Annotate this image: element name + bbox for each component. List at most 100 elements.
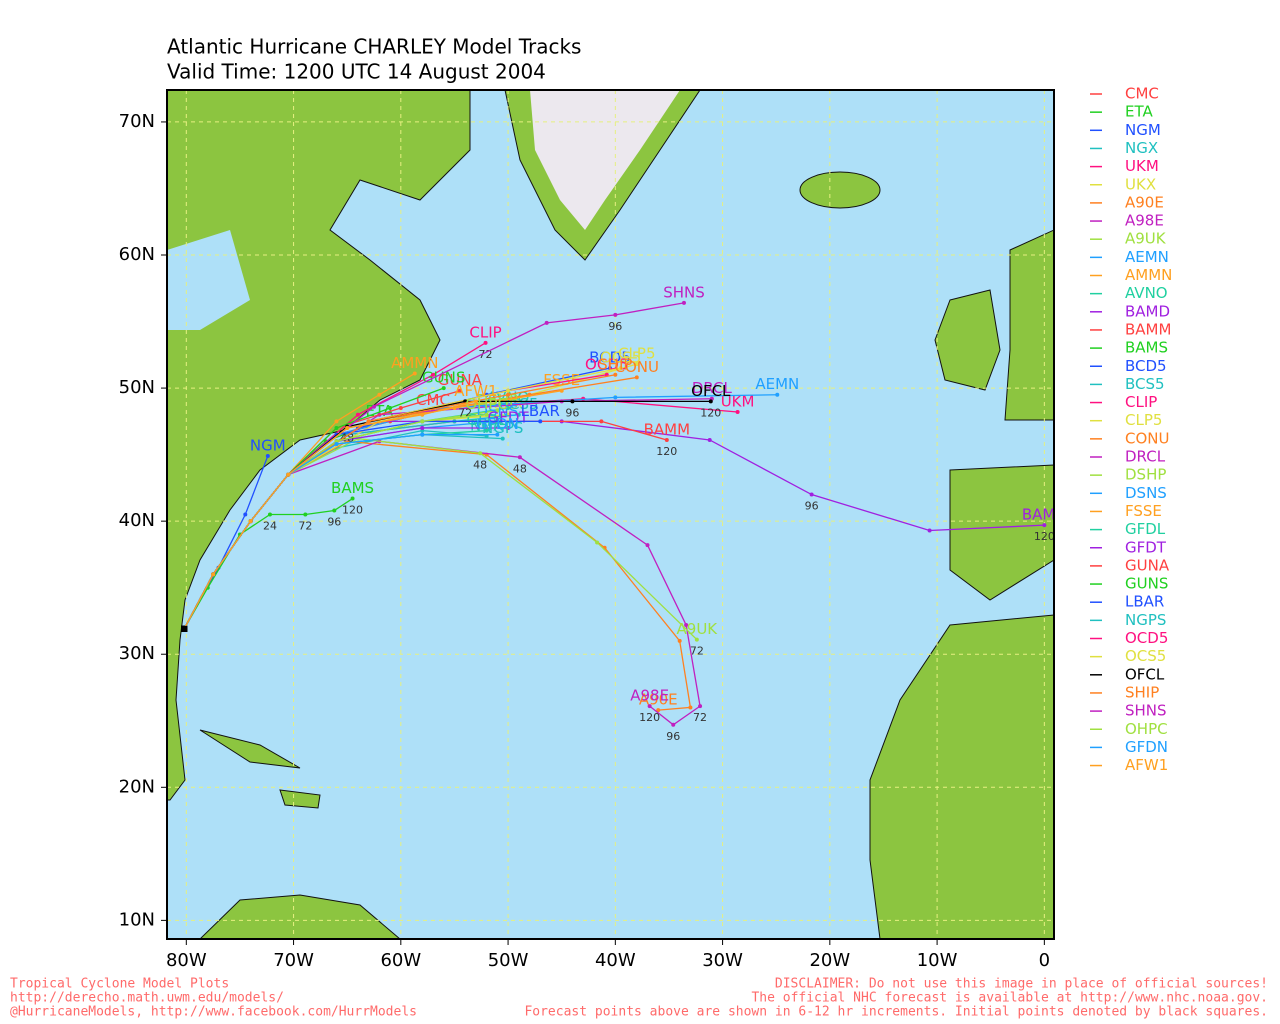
x-tick-label: 10W <box>917 950 958 971</box>
track-point <box>775 392 780 397</box>
track-point <box>927 528 932 533</box>
forecast-hour: 96 <box>327 516 341 529</box>
track-point <box>484 412 489 417</box>
legend-label: ETA <box>1125 103 1153 121</box>
track-point <box>484 428 489 433</box>
track-point <box>398 406 403 411</box>
legend-label: BCS5 <box>1125 375 1165 393</box>
track-point <box>377 392 382 397</box>
footer-left: http://derecho.math.uwm.edu/models/ <box>10 991 284 1006</box>
track-point <box>634 362 639 367</box>
track-point <box>441 386 446 391</box>
y-tick-label: 20N <box>119 776 155 797</box>
track-label: SHNS <box>663 283 705 301</box>
track-point <box>500 436 505 441</box>
legend-label: NGM <box>1125 121 1161 139</box>
forecast-hour: 120 <box>342 504 363 517</box>
track-point <box>694 637 699 642</box>
track-point <box>681 300 686 305</box>
legend-label: A90E <box>1125 193 1164 211</box>
initial-point <box>181 625 188 632</box>
forecast-hour: 96 <box>666 730 680 743</box>
track-label: CLP5 <box>618 345 655 363</box>
x-tick-label: 80W <box>166 950 207 971</box>
track-point <box>664 437 669 442</box>
legend-label: SHIP <box>1125 683 1159 701</box>
track-point <box>595 540 600 545</box>
track-label: DRCL <box>692 379 733 397</box>
forecast-hour: 48 <box>513 462 527 475</box>
forecast-hour: 72 <box>298 520 312 533</box>
track-label: BAMM <box>644 420 690 438</box>
track-label: A90E <box>639 691 678 709</box>
track-label: AEMN <box>755 375 799 393</box>
track-label: BAMS <box>331 479 374 497</box>
track-point <box>599 419 604 424</box>
track-point <box>684 622 689 627</box>
track-point <box>671 722 676 727</box>
track-label: UKM <box>721 393 755 411</box>
legend: CMCETANGMNGXUKMUKXA90EA98EA9UKAEMNAMMNAV… <box>1090 85 1172 774</box>
track-label: GUNS <box>422 369 465 387</box>
track-point <box>506 388 511 393</box>
legend-label: UKM <box>1125 157 1159 175</box>
legend-label: CONU <box>1125 429 1169 447</box>
track-point <box>708 399 713 404</box>
forecast-hour: 72 <box>690 645 704 658</box>
track-point <box>243 512 248 517</box>
legend-label: BAMM <box>1125 320 1171 338</box>
cuba <box>199 729 301 769</box>
track-point <box>420 412 425 417</box>
forecast-hour: 120 <box>656 445 677 458</box>
track-point <box>332 508 337 513</box>
track-point <box>286 472 291 477</box>
track-point <box>267 512 272 517</box>
greenland-ice <box>530 90 680 230</box>
track-label: AFW1 <box>454 382 497 400</box>
map-frame <box>166 89 1055 940</box>
x-tick-label: 30W <box>702 950 743 971</box>
forecast-hour: 24 <box>263 520 277 533</box>
y-tick-label: 10N <box>119 909 155 930</box>
track-point <box>334 419 339 424</box>
legend-label: OCD5 <box>1125 629 1168 647</box>
track-label: GUNA <box>438 371 483 389</box>
track-point <box>618 366 623 371</box>
track-label: BCD5 <box>589 349 631 367</box>
tracks: CMCETANGMNGXUKMUKXA90E487296120A98E4872A… <box>181 283 1054 743</box>
legend-label: NGPS <box>1125 611 1166 629</box>
track-point <box>495 432 500 437</box>
iceland <box>799 171 881 209</box>
track-point <box>506 426 511 431</box>
x-tick-label: 20W <box>809 950 850 971</box>
legend-label: GFDN <box>1125 738 1168 756</box>
track-point <box>656 708 661 713</box>
footer-left: @HurricaneModels, http://www.facebook.co… <box>10 1005 417 1020</box>
forecast-hour: 120 <box>700 406 721 419</box>
track-point <box>634 375 639 380</box>
footer-right: DISCLAIMER: Do not use this image in pla… <box>775 977 1268 992</box>
track-label: A9UK <box>677 620 719 638</box>
track-label: NGM <box>250 436 286 454</box>
legend-label: DSHP <box>1125 466 1166 484</box>
x-tick-label: 50W <box>488 950 529 971</box>
british-isles <box>934 289 1001 391</box>
y-tick-label: 50N <box>119 377 155 398</box>
track-point <box>388 406 393 411</box>
track-point <box>457 388 462 393</box>
footer-right: Forecast points above are shown in 6-12 … <box>524 1005 1268 1020</box>
legend-label: NGX <box>1125 139 1158 157</box>
legend-label: GUNA <box>1125 556 1170 574</box>
track-point <box>735 410 740 415</box>
x-tick-label: 60W <box>380 950 421 971</box>
track-point <box>559 388 564 393</box>
track-point <box>516 412 521 417</box>
legend-label: A9UK <box>1125 230 1167 248</box>
track-point <box>350 496 355 501</box>
track-label: CONU <box>615 358 659 376</box>
track-point <box>430 372 435 377</box>
track-point <box>517 455 522 460</box>
legend-label: AMMN <box>1125 266 1172 284</box>
legend-label: LBAR <box>1125 593 1164 611</box>
track-point <box>645 543 650 548</box>
